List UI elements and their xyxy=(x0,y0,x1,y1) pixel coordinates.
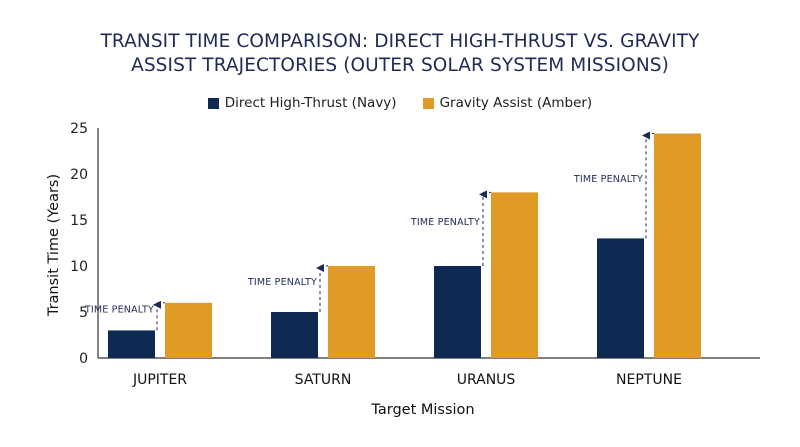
chart-title: TRANSIT TIME COMPARISON: DIRECT HIGH-THR… xyxy=(0,30,800,78)
x-category-label-neptune: NEPTUNE xyxy=(616,372,682,388)
bar-direct-uranus xyxy=(434,266,481,358)
y-tick-label: 25 xyxy=(70,121,88,137)
chart-title-line-2: ASSIST TRAJECTORIES (OUTER SOLAR SYSTEM … xyxy=(131,55,669,76)
legend-label-direct: Direct High-Thrust (Navy) xyxy=(224,95,397,111)
chart-title-line-1: TRANSIT TIME COMPARISON: DIRECT HIGH-THR… xyxy=(100,31,700,52)
x-category-label-saturn: SATURN xyxy=(295,372,352,388)
legend-label-gravity: Gravity Assist (Amber) xyxy=(439,95,593,111)
legend: Direct High-Thrust (Navy) Gravity Assist… xyxy=(0,95,800,111)
bar-gravity-neptune xyxy=(654,133,701,358)
x-category-label-jupiter: JUPITER xyxy=(132,372,187,388)
legend-swatch-gravity xyxy=(422,97,434,109)
bar-direct-saturn xyxy=(271,312,318,358)
legend-swatch-direct xyxy=(207,97,219,109)
bar-gravity-jupiter xyxy=(165,302,212,358)
time-penalty-label-jupiter: TIME PENALTY xyxy=(84,305,154,316)
y-tick-label: 15 xyxy=(70,213,88,229)
y-tick-label: 5 xyxy=(79,305,88,321)
bar-gravity-saturn xyxy=(328,266,375,358)
legend-item-direct: Direct High-Thrust (Navy) xyxy=(207,95,397,111)
legend-item-gravity: Gravity Assist (Amber) xyxy=(422,95,593,111)
y-tick-label: 20 xyxy=(70,167,88,183)
time-penalty-label-saturn: TIME PENALTY xyxy=(247,277,317,288)
bar-direct-jupiter xyxy=(108,330,155,358)
y-axis-title: Transit Time (Years) xyxy=(46,174,62,317)
x-axis-title: Target Mission xyxy=(370,402,474,418)
time-penalty-label-neptune: TIME PENALTY xyxy=(573,174,643,185)
time-penalty-label-uranus: TIME PENALTY xyxy=(410,217,480,228)
bar-direct-neptune xyxy=(597,238,644,358)
y-tick-label: 10 xyxy=(70,259,88,275)
x-category-label-uranus: URANUS xyxy=(457,372,516,388)
y-tick-label: 0 xyxy=(79,351,88,367)
bar-gravity-uranus xyxy=(491,192,538,358)
